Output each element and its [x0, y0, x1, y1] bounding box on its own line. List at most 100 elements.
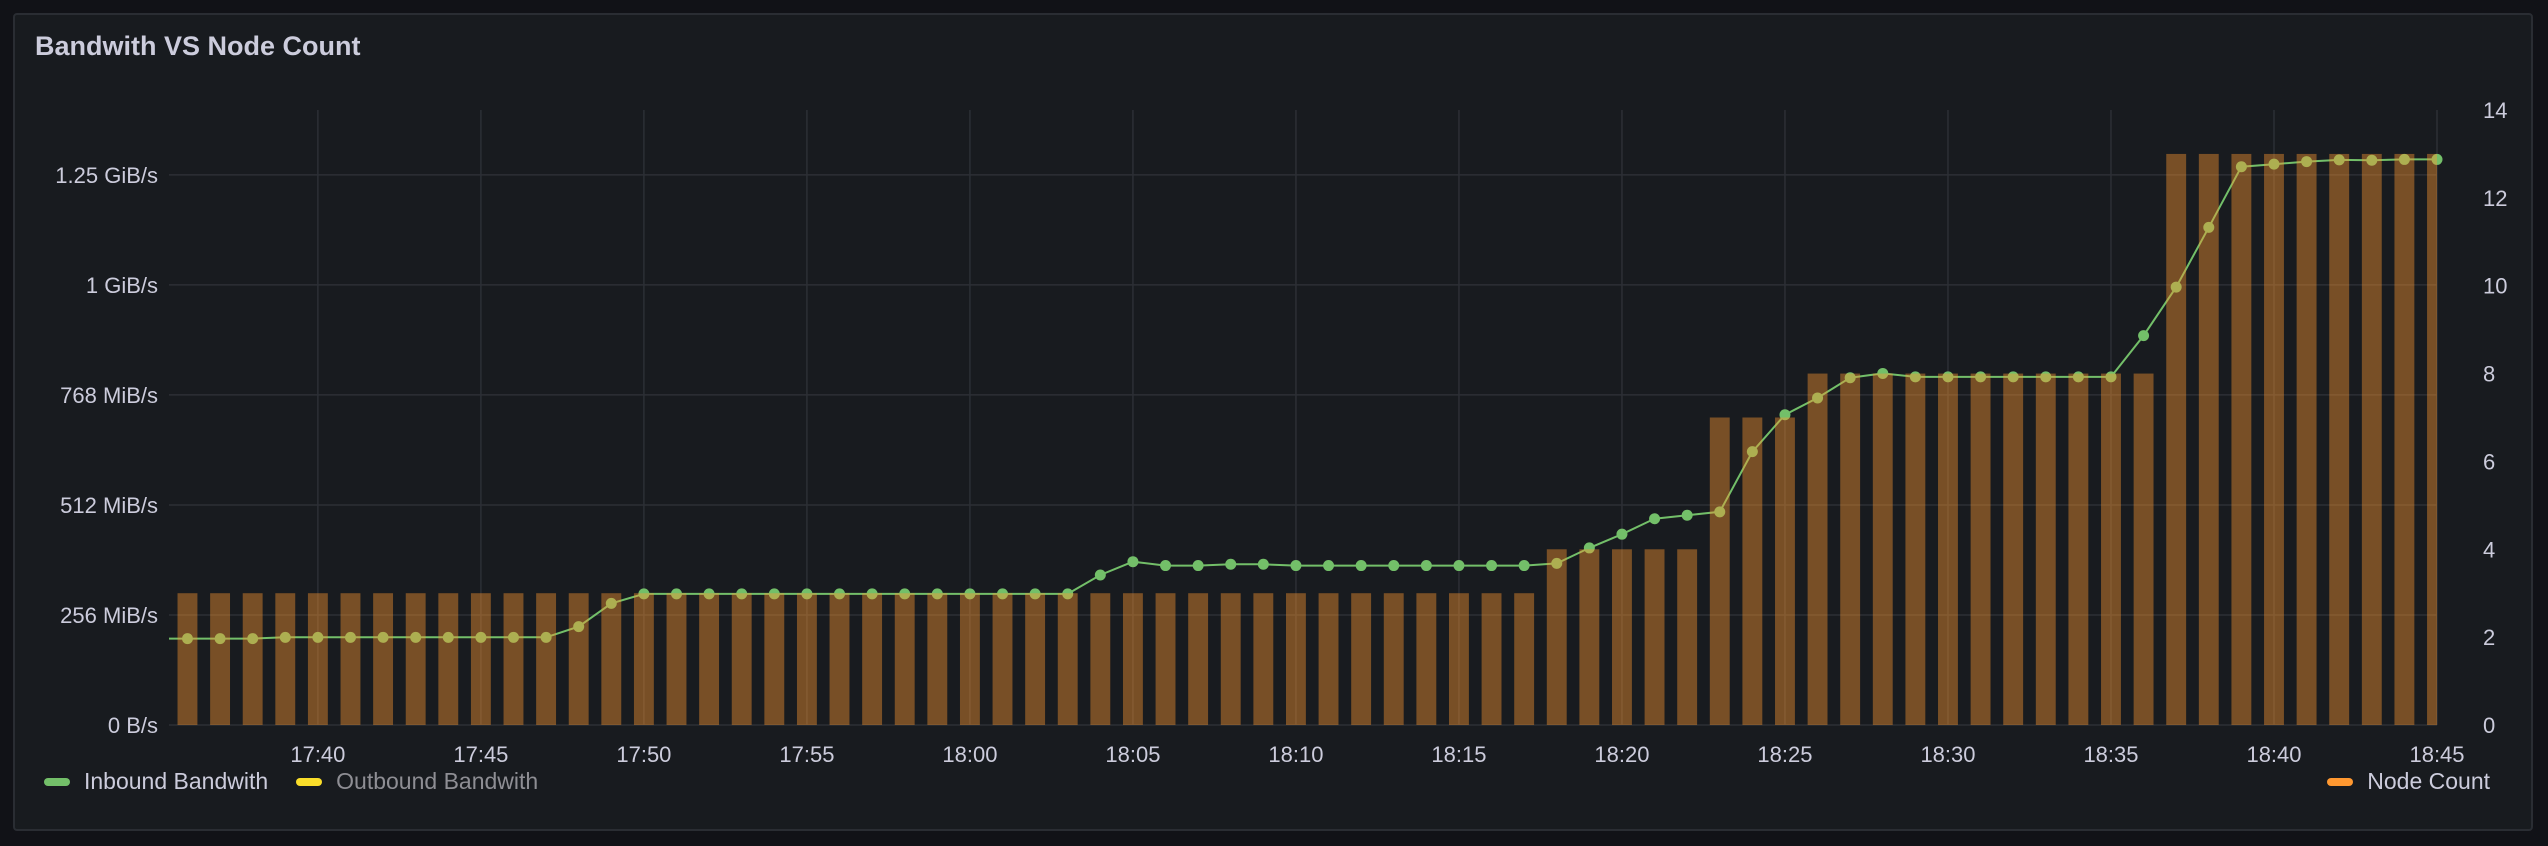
- y-right-tick-label: 8: [2483, 362, 2495, 387]
- inbound-data-point: [2138, 330, 2150, 342]
- node-count-bar: [1775, 417, 1795, 725]
- y-right-tick-label: 14: [2483, 98, 2507, 123]
- node-count-bar: [405, 593, 426, 725]
- inbound-data-point: [2366, 154, 2378, 166]
- node-count-bar: [2101, 373, 2121, 725]
- node-count-bar: [1025, 593, 1046, 725]
- node-count-bar: [2394, 153, 2415, 725]
- node-count-bar: [829, 593, 850, 725]
- node-count-bar: [2296, 153, 2317, 725]
- inbound-data-point: [2072, 371, 2084, 383]
- node-count-bar: [503, 593, 524, 725]
- inbound-data-point: [931, 588, 943, 600]
- inbound-data-point: [1290, 560, 1302, 572]
- x-tick-label: 18:30: [1920, 742, 1975, 767]
- node-count-bars: [177, 153, 2437, 725]
- node-count-bar: [242, 593, 263, 725]
- node-count-bar: [1449, 593, 1469, 725]
- inbound-data-point: [605, 597, 617, 609]
- inbound-data-point: [2007, 371, 2019, 383]
- y-right-tick-label: 6: [2483, 449, 2495, 474]
- x-tick-label: 18:35: [2083, 742, 2138, 767]
- node-count-bar: [1970, 373, 1991, 725]
- x-tick-label: 18:45: [2409, 742, 2464, 767]
- x-tick-label: 17:50: [616, 742, 671, 767]
- x-tick-label: 18:10: [1268, 742, 1323, 767]
- inbound-data-point: [1388, 560, 1400, 572]
- inbound-data-point: [1160, 560, 1172, 572]
- inbound-data-point: [344, 631, 356, 643]
- node-count-bar: [307, 593, 328, 725]
- inbound-data-point: [1518, 560, 1530, 572]
- y-right-tick-label: 4: [2483, 537, 2495, 562]
- x-tick-label: 18:00: [942, 742, 997, 767]
- node-count-bar: [1938, 373, 1958, 725]
- inbound-data-point: [1844, 372, 1856, 384]
- inbound-data-point: [442, 631, 454, 643]
- node-count-bar: [1579, 549, 1600, 725]
- legend-item-inbound[interactable]: Inbound Bandwith: [44, 768, 268, 795]
- inbound-data-point: [1192, 560, 1204, 572]
- node-count-color-swatch: [2327, 777, 2354, 786]
- inbound-data-point: [866, 588, 878, 600]
- y-left-tick-label: 1 GiB/s: [86, 273, 158, 298]
- inbound-data-point: [2268, 158, 2280, 170]
- panel-title[interactable]: Bandwith VS Node Count: [35, 31, 361, 61]
- node-count-bar: [2427, 153, 2437, 725]
- inbound-data-point: [703, 588, 715, 600]
- legend-item-node-count[interactable]: Node Count: [2327, 768, 2490, 795]
- inbound-data-point: [1323, 560, 1335, 572]
- node-count-bar: [1220, 593, 1241, 725]
- inbound-data-point: [2333, 154, 2345, 166]
- legend-label: Outbound Bandwith: [336, 768, 539, 794]
- node-count-bar: [1090, 593, 1111, 725]
- inbound-data-point: [1649, 513, 1661, 525]
- y-right-tick-label: 12: [2483, 186, 2507, 211]
- inbound-data-point: [2105, 371, 2117, 383]
- node-count-bar: [1155, 593, 1176, 725]
- node-count-bar: [340, 593, 361, 725]
- inbound-data-point: [1909, 371, 1921, 383]
- legend-label: Node Count: [2367, 768, 2490, 794]
- node-count-bar: [1546, 549, 1567, 725]
- node-count-bar: [633, 593, 654, 725]
- inbound-data-point: [801, 588, 813, 600]
- y-left-tick-label: 1.25 GiB/s: [55, 163, 158, 188]
- node-count-bar: [1612, 549, 1632, 725]
- x-tick-label: 18:15: [1431, 742, 1486, 767]
- inbound-data-point: [507, 631, 519, 643]
- inbound-data-point: [1779, 409, 1791, 421]
- inbound-data-point: [1551, 557, 1563, 569]
- inbound-data-point: [997, 588, 1009, 600]
- inbound-data-point: [377, 631, 389, 643]
- legend-label: Inbound Bandwith: [84, 768, 269, 794]
- inbound-data-point: [312, 631, 324, 643]
- inbound-data-point: [638, 588, 650, 600]
- inbound-data-point: [1681, 509, 1693, 521]
- inbound-color-swatch: [44, 777, 70, 786]
- node-count-bar: [1188, 593, 1209, 725]
- x-tick-label: 18:05: [1105, 742, 1160, 767]
- node-count-bar: [438, 593, 459, 725]
- y-left-tick-label: 256 MiB/s: [60, 603, 158, 628]
- inbound-data-point: [1877, 367, 1889, 379]
- legend-item-outbound[interactable]: Outbound Bandwith: [296, 768, 538, 795]
- node-count-bar: [275, 593, 296, 725]
- node-count-bar: [959, 593, 980, 725]
- node-count-bar: [1709, 417, 1730, 725]
- node-count-bar: [536, 593, 557, 725]
- x-tick-label: 17:40: [290, 742, 345, 767]
- node-count-bar: [2361, 153, 2382, 725]
- inbound-data-point: [475, 631, 487, 643]
- x-tick-label: 18:40: [2246, 742, 2301, 767]
- inbound-data-point: [181, 633, 193, 645]
- legend-left: Inbound Bandwith Outbound Bandwith: [44, 768, 554, 795]
- inbound-data-point: [2235, 161, 2247, 173]
- inbound-data-point: [1257, 558, 1269, 570]
- node-count-bar: [731, 593, 752, 725]
- legend-right: Node Count: [2327, 768, 2490, 795]
- inbound-data-point: [964, 588, 976, 600]
- node-count-bar: [2231, 153, 2252, 725]
- node-count-bar: [2133, 373, 2154, 725]
- node-count-bar: [1122, 593, 1143, 725]
